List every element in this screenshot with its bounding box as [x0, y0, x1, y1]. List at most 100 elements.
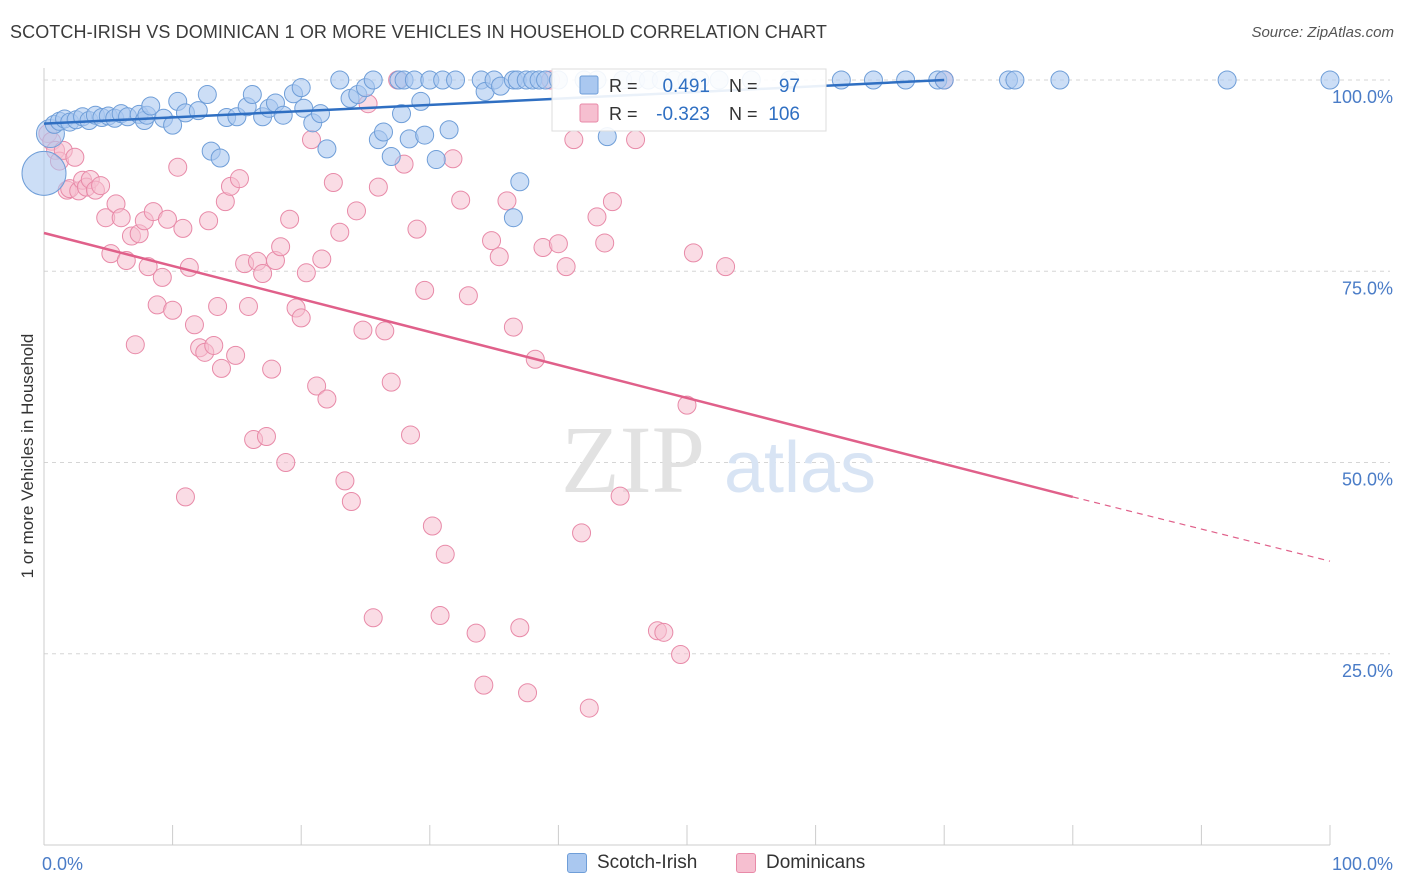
stats-n-label-pink: N = [729, 104, 758, 124]
dominicans-point [173, 218, 193, 238]
dominicans-point [381, 372, 401, 392]
dominicans-point [671, 645, 691, 665]
y-tick-label: 50.0% [1342, 470, 1393, 490]
dominicans-point [683, 243, 703, 263]
dominicans-point [363, 608, 383, 628]
dominicans-point [602, 192, 622, 212]
dominicans-point [271, 237, 291, 257]
dominicans-point [503, 317, 523, 337]
stats-r-value-blue: 0.491 [662, 76, 710, 97]
dominicans-point [91, 176, 111, 196]
scotch-irish-point [310, 104, 330, 124]
dominicans-point [330, 222, 350, 242]
dominicans-point [510, 618, 530, 638]
dominicans-point [422, 516, 442, 536]
dominicans-point [65, 147, 85, 167]
stats-r-label-blue: R = [609, 76, 638, 96]
dominicans-point [204, 335, 224, 355]
legend-label-scotch-irish: Scotch-Irish [597, 852, 698, 873]
dominicans-point [401, 425, 421, 445]
x-tick-label-min: 0.0% [42, 854, 83, 874]
dominicans-point [323, 173, 343, 193]
dominicans-point [626, 130, 646, 150]
stats-n-value-pink: 106 [768, 104, 800, 125]
gridlines [44, 79, 1390, 655]
dominicans-point [407, 219, 427, 239]
dominicans-point [296, 263, 316, 283]
dominicans-point [262, 359, 282, 379]
scotch-irish-point [141, 96, 161, 116]
watermark-zip: ZIP [561, 406, 705, 513]
stats-n-value-blue: 97 [779, 76, 800, 97]
dominicans-point [458, 286, 478, 306]
dominicans-point [415, 280, 435, 300]
series-legend: Scotch-Irish Dominicans [0, 850, 1406, 880]
scotch-irish-point [363, 70, 383, 90]
dominicans-point [572, 523, 592, 543]
axes: 100.0% 75.0% 50.0% 25.0% 0.0% 100.0% [42, 68, 1393, 874]
dominicans-point [317, 389, 337, 409]
dominicans-point [157, 209, 177, 229]
scotch-irish-point [426, 150, 446, 170]
scotch-irish-point [21, 150, 67, 196]
scotch-irish-point [411, 91, 431, 111]
dominicans-point [451, 190, 471, 210]
dominicans-point [163, 300, 183, 320]
scotch-irish-point [415, 125, 435, 145]
dominicans-point [430, 606, 450, 625]
dominicans-point [226, 345, 246, 365]
dominicans-point [125, 335, 145, 355]
dominicans-point [716, 257, 736, 277]
dominicans-point [595, 233, 615, 253]
scotch-irish-point [446, 70, 466, 90]
dominicans-point [587, 207, 607, 227]
dominicans-trend-line [43, 231, 1074, 499]
dominicans-point [307, 376, 327, 396]
y-tick-label: 75.0% [1342, 278, 1393, 298]
source-label: Source: ZipAtlas.com [1251, 24, 1394, 41]
scotch-irish-point [1217, 70, 1237, 90]
dominicans-point [256, 426, 276, 446]
dominicans-point [280, 209, 300, 229]
dominicans-point [610, 486, 630, 506]
dominicans-point [253, 264, 273, 284]
dominicans-point [168, 157, 188, 177]
y-tick-label: 100.0% [1332, 87, 1393, 107]
dominicans-point [229, 169, 249, 189]
scotch-irish-point [503, 208, 523, 228]
scotch-irish-point [863, 70, 883, 90]
dominicans-point [341, 492, 361, 512]
stats-r-value-pink: -0.323 [656, 104, 710, 125]
scotch-irish-point [510, 172, 530, 192]
dominicans-point [346, 201, 366, 221]
watermark-atlas: atlas [724, 428, 876, 508]
stats-legend-swatch-pink [579, 103, 599, 123]
dominicans-point [443, 149, 463, 169]
stats-legend-swatch-blue [579, 75, 599, 95]
dominicans-point [466, 623, 486, 643]
dominicans-point [111, 208, 131, 228]
dominicans-point [335, 471, 355, 491]
dominicans-point [654, 622, 674, 642]
scotch-irish-point [317, 139, 337, 159]
dominicans-point [291, 308, 311, 328]
dominicans-point [184, 315, 204, 335]
dominicans-point [497, 191, 517, 211]
scotch-irish-point [291, 78, 311, 98]
legend-swatch-scotch-irish [567, 853, 587, 873]
dominicans-point [353, 320, 373, 340]
dominicans-point [579, 698, 599, 718]
dominicans-point [368, 177, 388, 197]
dominicans-point [435, 544, 455, 564]
dominicans-point [175, 487, 195, 507]
dominicans-point [152, 267, 172, 287]
dominicans-point [556, 257, 576, 277]
scotch-irish-point [1050, 70, 1070, 90]
dominicans-point [548, 234, 568, 254]
watermark: ZIP atlas [561, 406, 876, 513]
scotch-irish-point [896, 70, 916, 90]
stats-n-label-blue: N = [729, 76, 758, 96]
dominicans-trend-extension [1072, 496, 1331, 562]
stats-legend: R = 0.491 N = 97 R = -0.323 N = 106 [551, 68, 827, 132]
